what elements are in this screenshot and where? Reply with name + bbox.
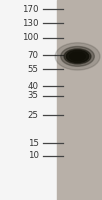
Text: 35: 35 — [28, 92, 39, 100]
Ellipse shape — [61, 46, 94, 66]
Text: 15: 15 — [28, 138, 39, 148]
Text: 100: 100 — [22, 33, 39, 43]
Text: 70: 70 — [28, 50, 39, 60]
Bar — [0, 0, 57, 200]
Ellipse shape — [66, 50, 89, 63]
Ellipse shape — [70, 52, 85, 61]
Text: 170: 170 — [22, 4, 39, 14]
Text: 55: 55 — [28, 64, 39, 73]
Text: 40: 40 — [28, 82, 39, 90]
Ellipse shape — [55, 43, 100, 70]
Ellipse shape — [64, 49, 91, 64]
Text: 10: 10 — [28, 152, 39, 160]
Bar — [57, 0, 102, 200]
Text: 25: 25 — [28, 110, 39, 119]
Text: 130: 130 — [22, 19, 39, 27]
